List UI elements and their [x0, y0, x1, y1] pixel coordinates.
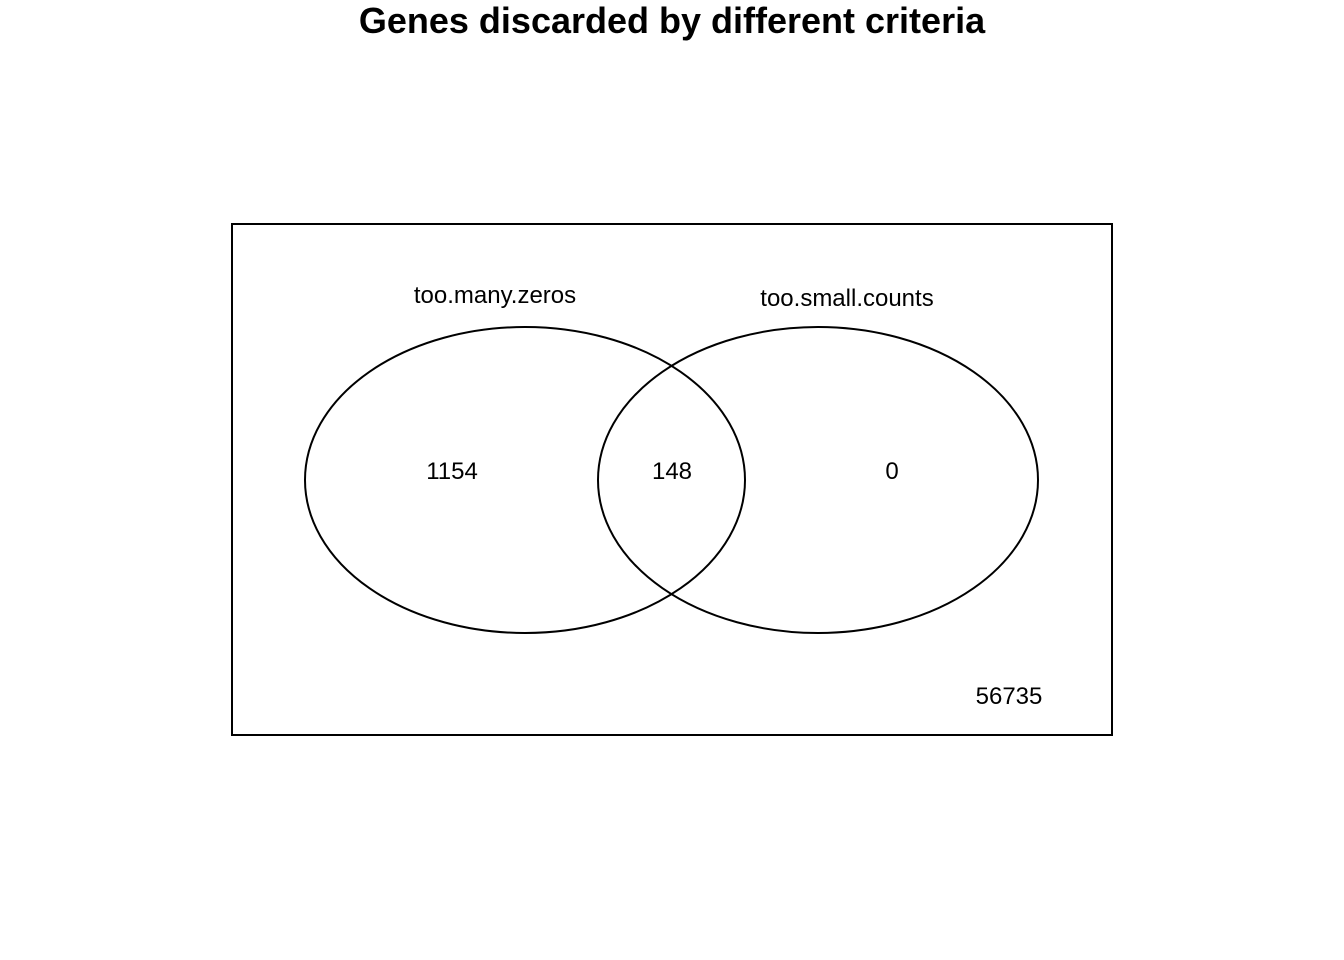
count-intersection: 148: [652, 458, 692, 485]
count-too-many-zeros-only: 1154: [426, 458, 478, 485]
set-circle-too-many-zeros: [304, 326, 746, 634]
set-label-too-many-zeros: too.many.zeros: [414, 282, 576, 309]
diagram-title: Genes discarded by different criteria: [358, 0, 986, 41]
count-neither: 56735: [976, 683, 1043, 710]
universe-box: [231, 223, 1113, 736]
count-too-small-counts-only: 0: [885, 458, 898, 485]
set-label-too-small-counts: too.small.counts: [760, 285, 933, 312]
set-circle-too-small-counts: [597, 326, 1039, 634]
